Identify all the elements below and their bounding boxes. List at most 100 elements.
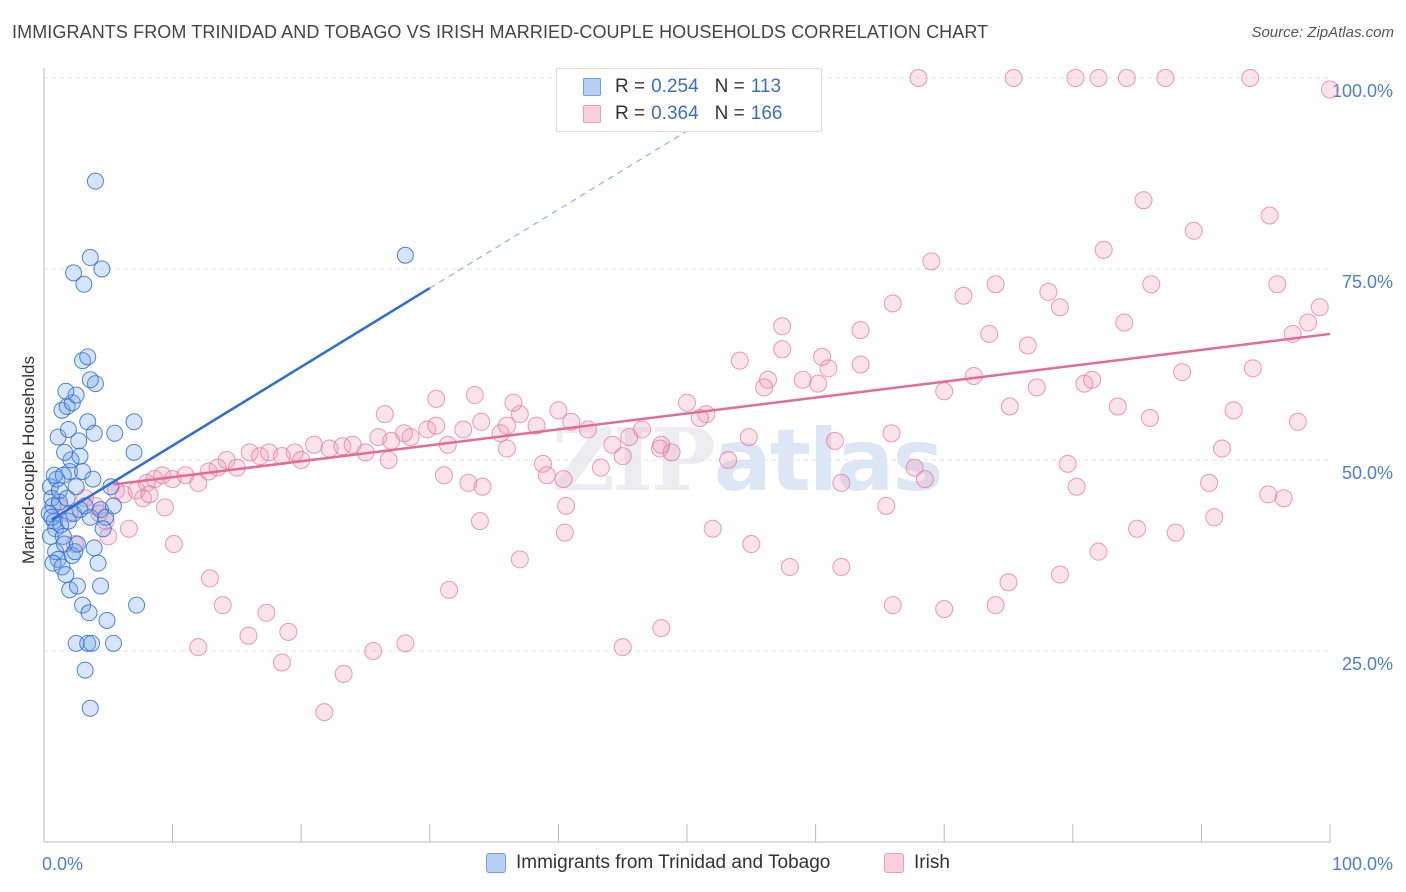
irish-point [1288, 412, 1307, 431]
irish-point [813, 347, 832, 366]
irish-point [497, 439, 516, 458]
irish-point [1173, 363, 1192, 382]
trinidad-point [92, 577, 110, 595]
irish-point [730, 351, 749, 370]
irish-point [1156, 69, 1175, 87]
irish-point [533, 454, 552, 473]
irish-point [905, 458, 924, 477]
irish-point [1140, 408, 1159, 427]
irish-point [1134, 191, 1153, 210]
irish-point [465, 386, 484, 405]
irish-point [819, 359, 838, 378]
irish-point [1299, 313, 1318, 332]
y-tick-label: 100.0% [1332, 81, 1393, 101]
trinidad-point [53, 558, 71, 576]
trinidad-point [54, 466, 72, 484]
trinidad-point [98, 611, 116, 629]
trinidad-trend-extension [429, 117, 708, 289]
trinidad-point [84, 470, 102, 488]
trinidad-point [61, 581, 79, 599]
irish-point [1224, 401, 1243, 420]
irish-point [434, 466, 453, 485]
irish-point [578, 420, 597, 439]
x-tick-label: 100.0% [1332, 854, 1393, 874]
legend-swatch-irish [884, 853, 904, 873]
trinidad-swatch [583, 78, 601, 96]
trinidad-point [75, 275, 93, 293]
irish-point [427, 416, 446, 435]
trinidad-point [81, 699, 99, 717]
irish-point [1115, 313, 1134, 332]
irish-point [1094, 240, 1113, 259]
n-value-trinidad: 113 [750, 76, 782, 97]
irish-point [364, 642, 383, 660]
irish-point [557, 496, 576, 515]
irish-point [418, 420, 437, 439]
stats-legend: R = 0.254 N = 113 R = 0.364 N = 166 [556, 68, 822, 132]
trinidad-point [58, 489, 76, 507]
irish-point [1212, 439, 1231, 458]
irish-swatch [583, 105, 601, 123]
irish-trend-line [113, 332, 1331, 486]
chart-title: IMMIGRANTS FROM TRINIDAD AND TOBAGO VS I… [12, 22, 989, 42]
irish-point [662, 443, 681, 462]
irish-point [251, 447, 270, 466]
legend-item-irish[interactable]: Irish [884, 852, 950, 874]
source-credit: Source: ZipAtlas.com [1251, 24, 1394, 41]
irish-point [851, 355, 870, 374]
irish-point [739, 428, 758, 447]
trinidad-point [68, 535, 86, 553]
trinidad-point [67, 634, 85, 652]
irish-point [882, 424, 901, 443]
y-tick-label: 50.0% [1342, 463, 1393, 483]
y-tick-label: 25.0% [1342, 654, 1393, 674]
irish-point [140, 485, 159, 504]
irish-point [119, 519, 138, 538]
n-label: N = [714, 76, 745, 97]
trinidad-point [128, 596, 146, 614]
trinidad-point [85, 424, 103, 442]
stats-legend-row-irish: R = 0.364 N = 166 [583, 102, 798, 126]
trinidad-point [125, 443, 143, 461]
trinidad-point [59, 420, 77, 438]
legend-label-irish: Irish [914, 852, 950, 873]
irish-point [935, 382, 954, 401]
irish-point [239, 626, 258, 645]
legend-item-trinidad[interactable]: Immigrants from Trinidad and Tobago [486, 852, 830, 874]
irish-point [980, 324, 999, 343]
trinidad-point [79, 348, 97, 366]
trinidad-point [102, 478, 120, 496]
trinidad-point [86, 172, 104, 190]
trinidad-point [85, 539, 103, 557]
irish-point [1268, 275, 1287, 294]
irish-point [240, 443, 259, 462]
irish-point [1004, 69, 1023, 87]
irish-point [334, 664, 353, 683]
irish-point [257, 603, 276, 622]
trinidad-point [44, 554, 62, 572]
irish-point [1083, 370, 1102, 389]
irish-point [510, 550, 529, 569]
trinidad-point [76, 661, 94, 679]
irish-point [742, 535, 761, 554]
irish-point [189, 638, 208, 657]
irish-point [1066, 69, 1085, 87]
n-label: N = [714, 103, 745, 124]
irish-point [935, 599, 954, 618]
x-tick-label: 0.0% [42, 854, 83, 874]
irish-point [909, 69, 928, 87]
irish-point [603, 435, 622, 454]
irish-point [155, 498, 174, 517]
irish-point [1050, 565, 1069, 584]
trinidad-point [57, 382, 75, 400]
irish-point [1089, 69, 1108, 87]
irish-point [773, 340, 792, 359]
irish-point [1027, 378, 1046, 397]
irish-point [497, 416, 516, 435]
y-axis-label: Married-couple Households [19, 356, 38, 564]
irish-point [883, 596, 902, 615]
irish-point [678, 393, 696, 412]
irish-point [1089, 542, 1108, 561]
irish-point [613, 447, 632, 466]
trinidad-point [106, 424, 124, 442]
